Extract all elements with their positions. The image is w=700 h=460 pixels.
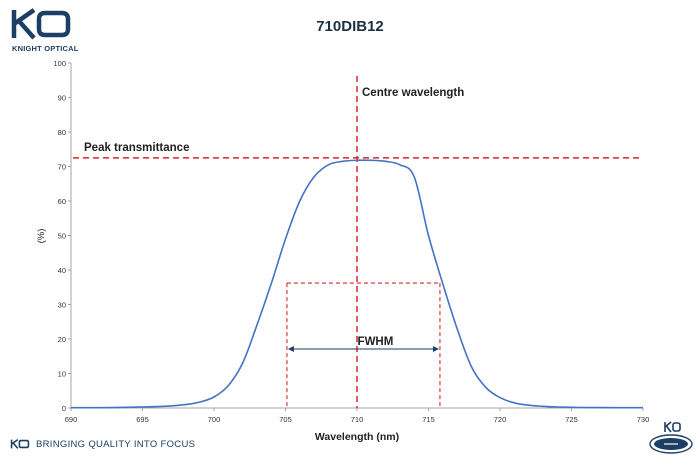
- x-tick-label: 720: [494, 415, 507, 424]
- x-tick-label: 725: [565, 415, 578, 424]
- x-tick-label: 690: [65, 415, 78, 424]
- ko-small-logo-icon: [10, 439, 30, 449]
- x-axis-label: Wavelength (nm): [315, 431, 399, 443]
- x-tick-label: 730: [637, 415, 650, 424]
- y-tick-label: 40: [58, 266, 66, 275]
- y-tick-label: 70: [58, 163, 66, 172]
- y-tick-label: 100: [53, 59, 66, 68]
- footer-brand: BRINGING QUALITY INTO FOCUS: [10, 437, 195, 451]
- y-tick-label: 0: [62, 404, 66, 413]
- y-axis-label: (%): [36, 229, 47, 244]
- x-tick-label: 695: [136, 415, 149, 424]
- transmission-curve: [70, 159, 643, 409]
- centre-wavelength-label: Centre wavelength: [362, 87, 464, 99]
- ko-logo-icon: [11, 8, 71, 40]
- x-ticks: 690 695 700 705 710 715 720 725 730: [65, 408, 650, 424]
- y-tick-label: 20: [58, 335, 66, 344]
- y-tick-label: 50: [58, 232, 66, 241]
- tagline: BRINGING QUALITY INTO FOCUS: [36, 438, 196, 450]
- quality-approved-badge-icon: [649, 421, 693, 454]
- chart-title: 710DIB12: [316, 18, 384, 35]
- y-tick-label: 30: [58, 301, 66, 310]
- fwhm-arrow-head-left: [287, 346, 294, 352]
- company-name: KNIGHT OPTICAL: [12, 44, 79, 53]
- x-tick-label: 710: [351, 415, 364, 424]
- ko-logo: KNIGHT OPTICAL: [10, 8, 90, 54]
- x-tick-label: 715: [422, 415, 435, 424]
- annotations: [73, 76, 643, 408]
- y-tick-label: 10: [58, 370, 66, 379]
- peak-transmittance-label: Peak transmittance: [84, 142, 189, 154]
- y-tick-label: 80: [58, 128, 66, 137]
- fwhm-label: FWHM: [358, 336, 394, 348]
- x-tick-label: 700: [208, 415, 221, 424]
- y-tick-label: 60: [58, 197, 66, 206]
- fwhm-arrow-head-right: [432, 346, 439, 352]
- y-tick-label: 90: [58, 94, 66, 103]
- y-ticks: 0 10 20 30 40 50 60 70 80 90 100: [53, 59, 71, 413]
- x-tick-label: 705: [279, 415, 292, 424]
